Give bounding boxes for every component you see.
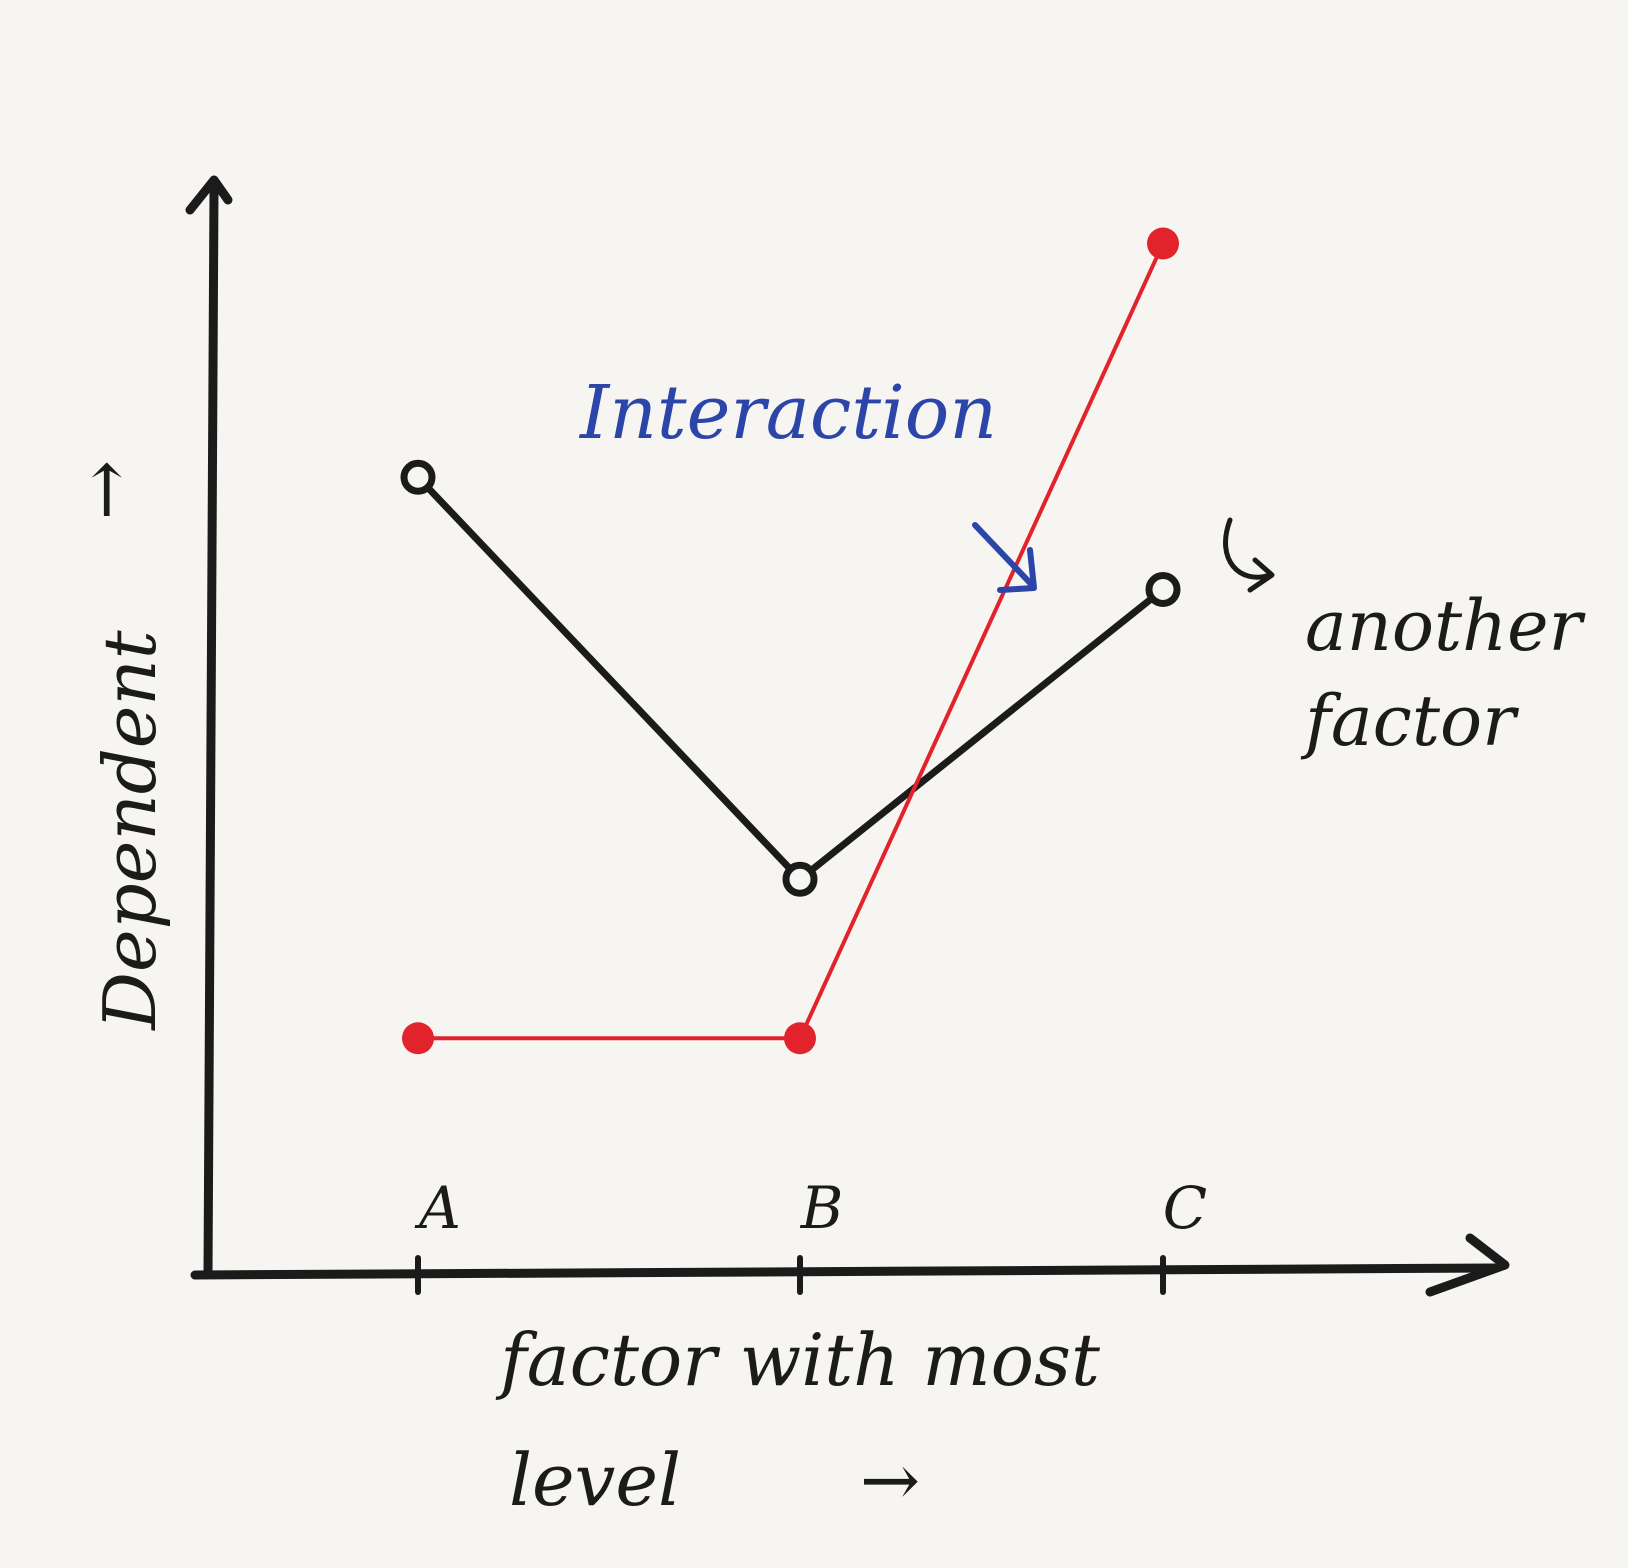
x-axis-label-line-2: level bbox=[509, 1438, 681, 1522]
series-2-point-a bbox=[402, 1022, 434, 1055]
another-factor-label-line-2: factor bbox=[1300, 680, 1519, 762]
series-2-line bbox=[416, 241, 1165, 1041]
another-factor-label-line-1: another bbox=[1305, 585, 1586, 667]
y-axis-label-arrow: → bbox=[63, 460, 147, 520]
x-tick-label-c: C bbox=[1163, 1174, 1207, 1242]
series-1-line bbox=[414, 473, 1167, 883]
x-axis-label-line-1: factor with most bbox=[495, 1318, 1101, 1402]
interaction-annotation: Interaction bbox=[578, 370, 997, 456]
x-ticks: A B C bbox=[414, 1174, 1207, 1295]
x-tick-label-b: B bbox=[800, 1174, 844, 1242]
series-2-point-b bbox=[784, 1022, 816, 1055]
series-1-point-a bbox=[400, 459, 436, 495]
y-axis-line bbox=[203, 185, 219, 1277]
y-axis-label: Dependent bbox=[88, 629, 172, 1031]
series-2-point-c bbox=[1147, 227, 1179, 260]
x-tick-label-a: A bbox=[414, 1174, 461, 1242]
x-axis-arrowhead bbox=[1425, 1233, 1510, 1297]
y-axis-arrowhead bbox=[185, 175, 233, 215]
series-layer bbox=[400, 227, 1181, 1055]
x-axis-label-arrow: → bbox=[860, 1438, 920, 1522]
series-1-point-b bbox=[782, 861, 818, 897]
interaction-arrow bbox=[972, 522, 1037, 593]
another-factor-hook-arrow bbox=[1223, 517, 1275, 593]
series-1-point-c bbox=[1145, 571, 1181, 607]
y-axis-label-group: Dependent bbox=[88, 629, 172, 1031]
x-axis-line bbox=[190, 1263, 1500, 1280]
